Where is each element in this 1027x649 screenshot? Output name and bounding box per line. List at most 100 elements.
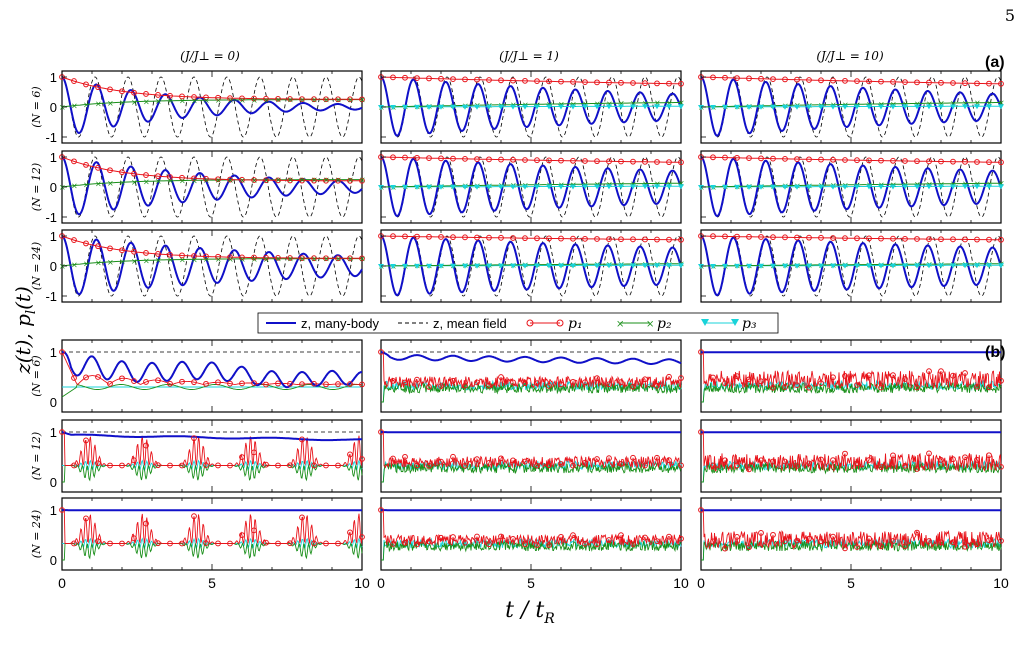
marker-p2: × [323, 255, 330, 264]
marker-p1 [215, 540, 221, 547]
marker-p3 [642, 263, 648, 269]
marker-p1 [618, 379, 624, 386]
marker-p1 [474, 234, 480, 241]
marker-p1 [107, 167, 113, 174]
marker-p1 [498, 374, 504, 380]
marker-p1 [438, 383, 444, 390]
marker-p1 [866, 235, 872, 242]
marker-p3 [522, 104, 528, 110]
marker-p2: × [179, 97, 186, 106]
marker-p3 [378, 105, 384, 110]
y-tick-label: -1 [45, 289, 57, 304]
marker-p3 [450, 104, 456, 110]
marker-p1 [734, 75, 740, 81]
marker-p3 [666, 184, 672, 190]
marker-p1 [642, 80, 648, 87]
panel-a-r1-c2: ×××××××××××××××××××××××××× [698, 150, 1005, 224]
marker-p1 [239, 176, 245, 183]
marker-p3 [986, 184, 992, 190]
y-tick-label: 1 [50, 425, 57, 440]
marker-p1 [794, 76, 800, 83]
marker-p3 [558, 263, 564, 269]
legend-box [257, 312, 779, 334]
marker-p1 [986, 452, 992, 459]
series-z-many-body [61, 76, 363, 135]
axes-frame [380, 497, 682, 571]
marker-p2: × [59, 262, 66, 271]
legend-label-p3: p₃ [742, 316, 757, 332]
marker-p1 [974, 159, 980, 165]
marker-p3 [710, 184, 716, 190]
y-tick-label: 1 [50, 503, 57, 518]
panel-b-r0-c2 [698, 339, 1004, 413]
marker-p3 [938, 104, 944, 110]
marker-p3 [498, 104, 504, 110]
marker-p1 [275, 540, 281, 547]
marker-p1 [263, 254, 269, 261]
marker-p1 [275, 462, 281, 469]
marker-p1 [890, 78, 896, 85]
marker-p2: × [155, 177, 162, 186]
series-p3 [701, 105, 1002, 108]
marker-p3 [866, 104, 872, 110]
marker-p1 [950, 372, 956, 379]
marker-p1 [390, 377, 396, 384]
marker-p1 [83, 515, 89, 522]
marker-p2: × [143, 177, 150, 186]
marker-p1 [746, 233, 752, 240]
marker-p1 [758, 530, 764, 536]
series-p2 [381, 539, 682, 561]
marker-p1 [758, 457, 764, 464]
marker-p1 [311, 380, 317, 387]
marker-p1 [251, 254, 257, 261]
marker-p1 [378, 507, 384, 513]
marker-p3 [678, 184, 684, 190]
marker-p2: × [678, 179, 685, 188]
marker-p1 [618, 236, 624, 243]
marker-p1 [926, 368, 932, 375]
marker-p1 [323, 540, 329, 547]
marker-p1 [854, 544, 860, 550]
marker-p3 [794, 184, 800, 190]
marker-p3 [618, 184, 624, 190]
marker-p2: × [299, 176, 306, 185]
marker-p3 [926, 184, 932, 190]
marker-p1 [107, 380, 113, 387]
marker-p1 [203, 462, 209, 468]
marker-p2: × [962, 99, 969, 108]
marker-p1 [558, 461, 564, 467]
marker-p1 [890, 157, 896, 164]
marker-p3 [974, 184, 980, 190]
row-label: (N = 12) [30, 163, 43, 211]
marker-p2: × [227, 255, 234, 264]
marker-p1 [131, 457, 137, 464]
marker-p1 [546, 235, 552, 242]
marker-p3 [390, 184, 396, 190]
marker-p1 [854, 78, 860, 85]
marker-p1 [311, 177, 317, 184]
marker-p1 [582, 158, 588, 164]
marker-p1 [866, 457, 872, 463]
marker-p1 [71, 540, 77, 547]
marker-p1 [402, 233, 408, 240]
legend-marker-p2b: × [646, 319, 654, 330]
series-p1 [380, 235, 682, 241]
marker-p2: × [203, 96, 210, 105]
marker-p1 [962, 454, 968, 461]
marker-p2: × [287, 96, 294, 105]
marker-p1 [107, 86, 113, 93]
marker-p1 [666, 533, 672, 540]
marker-p3 [974, 104, 980, 110]
panels-group: × × × × × × × × × × × × × × × × × × × × × × × × × ×-101(N = 6) × × ×… [30, 70, 1009, 591]
series-z-many-body [61, 351, 362, 389]
marker-p2: × [119, 98, 126, 107]
marker-p1 [95, 164, 101, 171]
row-label: (N = 6) [30, 86, 43, 127]
marker-p2: × [950, 180, 957, 189]
panel-a-r2-c2: ×××××××××××××××××××××××××× [698, 229, 1005, 303]
marker-p1 [359, 255, 365, 262]
panel-b-r2-c0: 0 1 (N = 24) 0 5 10 [30, 497, 370, 591]
marker-p1 [215, 462, 221, 469]
marker-p2: × [191, 96, 198, 105]
